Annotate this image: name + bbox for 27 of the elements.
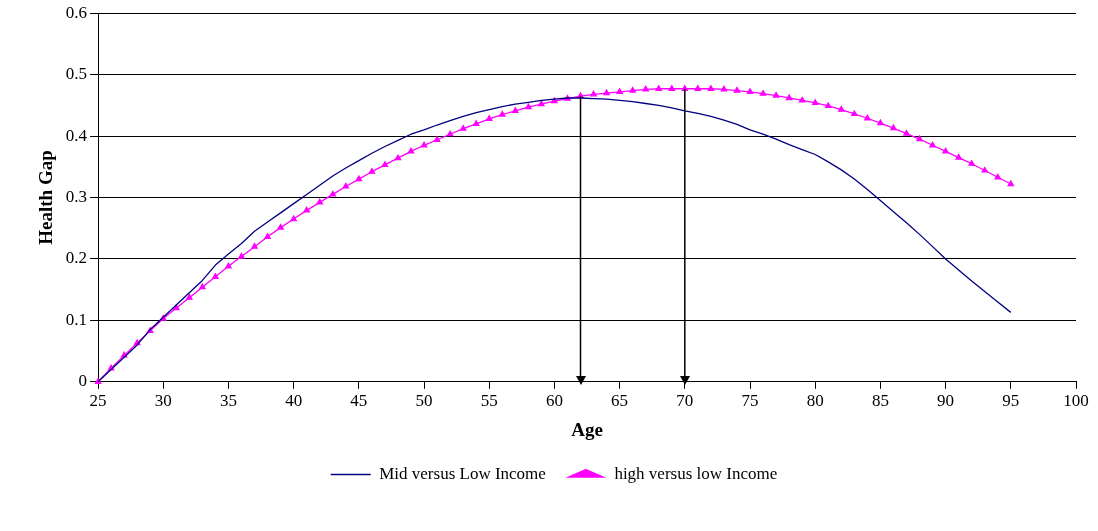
legend-label: Mid versus Low Income [379,463,546,483]
y-tick-label: 0.2 [65,248,88,268]
x-tick-label: 25 [89,391,107,411]
x-tick-label: 80 [806,391,824,411]
y-tick-label: 0.3 [65,186,88,206]
x-tick-label: 75 [741,391,759,411]
x-tick-label: 45 [350,391,368,411]
x-tick-label: 100 [1063,391,1089,411]
x-tick-label: 30 [154,391,172,411]
x-tick-label: 40 [285,391,303,411]
x-tick-label: 90 [937,391,955,411]
x-tick-label: 85 [871,391,889,411]
x-tick-label: 70 [676,391,694,411]
x-tick-label: 65 [611,391,629,411]
x-axis-title: Age [571,418,603,440]
x-tick-label: 35 [219,391,237,411]
y-axis-title: Health Gap [35,150,57,245]
y-tick-label: 0.5 [65,64,88,84]
x-tick-label: 60 [545,391,563,411]
legend-label: high versus low Income [614,463,778,483]
y-tick-label: 0.4 [65,125,88,145]
x-tick-label: 50 [415,391,433,411]
y-tick-label: 0 [78,371,88,391]
x-tick-label: 55 [480,391,498,411]
x-tick-label: 95 [1002,391,1020,411]
y-tick-label: 0.1 [65,309,88,329]
y-tick-label: 0.6 [65,2,88,22]
